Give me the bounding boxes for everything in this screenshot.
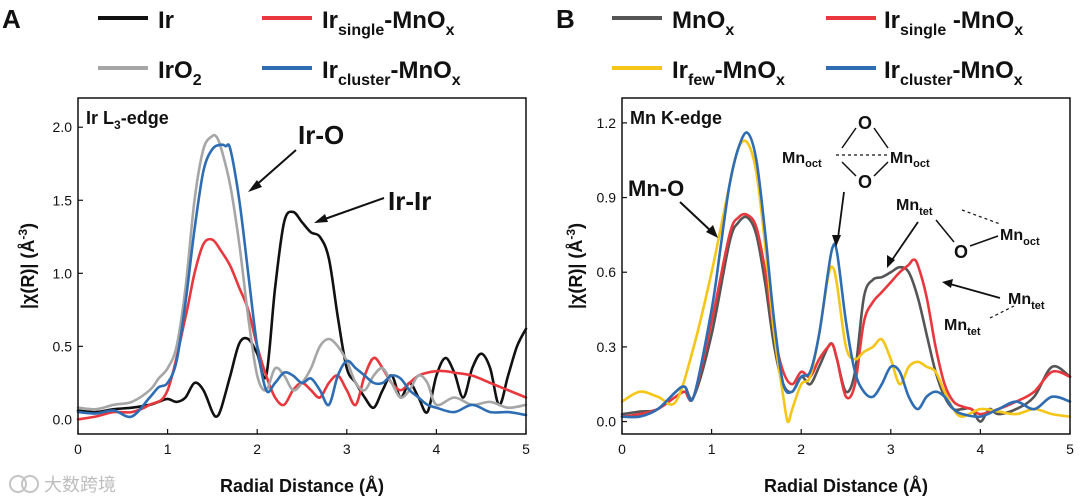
y-tick-label: 0.3: [597, 339, 617, 355]
plot-b-frame: [622, 98, 1070, 434]
x-tick-label: 2: [797, 441, 805, 457]
y-tick-label: 1.2: [597, 115, 617, 131]
x-tick-label: 1: [708, 441, 716, 457]
plot-b: 0 1 2 3 4 5 0.0 0.3 0.6 0.9 1.2: [597, 115, 1075, 457]
y-tick-label: 0.5: [53, 338, 73, 354]
motif2-mn-tet: Mntet: [896, 197, 933, 218]
y-tick-label: 1.0: [53, 265, 73, 281]
motif3-mn-tet-right: Mntet: [1008, 291, 1045, 312]
motif2-o: O: [954, 242, 968, 262]
y-tick-label: 0.9: [597, 190, 617, 206]
motif-tet-tet: Mntet Mntet: [942, 279, 1045, 338]
motif1-bond: [874, 128, 888, 148]
series-line-ir-cluster-mno-x: [78, 144, 526, 417]
legend-b-label-irsingle: Irsingle -MnOx: [884, 7, 1023, 39]
panel-a: A Ir Irsingle-MnOx IrO2 Ircluster-MnOx 0…: [2, 4, 530, 496]
motif1-bond: [874, 162, 888, 176]
legend-b-label-ircluster: Ircluster-MnOx: [884, 57, 1023, 89]
legend-b: MnOx Irsingle -MnOx Irfew-MnOx Ircluster…: [612, 7, 1023, 89]
watermark-text: 大数跨境: [44, 475, 116, 496]
legend-a-label-iro2: IrO2: [158, 57, 202, 89]
annotation-ir-o-arrow: [254, 150, 296, 187]
motif2-bond: [936, 220, 954, 242]
x-tick-label: 5: [522, 441, 530, 457]
plot-b-xlabel: Radial Distance (Å): [764, 476, 928, 496]
legend-b-label-irfew: Irfew-MnOx: [672, 57, 785, 89]
panel-a-label: A: [2, 4, 21, 34]
legend-a-label-ircluster: Ircluster-MnOx: [322, 57, 461, 89]
panel-b: B MnOx Irsingle -MnOx Irfew-MnOx Irclust…: [556, 4, 1074, 496]
y-tick-label: 0.0: [53, 411, 73, 427]
y-tick-label: 0.0: [597, 414, 617, 430]
plot-a-ylabel: |χ(R)| (Å-3): [16, 223, 38, 309]
panel-b-label: B: [556, 4, 575, 34]
plot-a-edge-label: Ir L3-edge: [86, 108, 169, 132]
plot-b-ylabel: |χ(R)| (Å-3): [564, 223, 586, 309]
motif2-arrow: [892, 222, 918, 260]
plot-a-xlabel: Radial Distance (Å): [220, 476, 384, 496]
x-tick-label: 2: [253, 441, 261, 457]
x-tick-label: 0: [74, 441, 82, 457]
x-tick-label: 1: [164, 441, 172, 457]
legend-b-label-mnox: MnOx: [672, 7, 734, 39]
annotation-ir-ir: Ir-Ir: [388, 186, 431, 216]
legend-a: Ir Irsingle-MnOx IrO2 Ircluster-MnOx: [98, 7, 461, 89]
x-tick-label: 3: [343, 441, 351, 457]
motif1-bond: [842, 128, 856, 148]
y-tick-label: 0.6: [597, 264, 617, 280]
motif3-arrowhead: [942, 279, 953, 288]
motif1-arrow: [838, 192, 844, 238]
x-tick-label: 5: [1066, 441, 1074, 457]
motif2-mn-oct: Mnoct: [1000, 227, 1040, 248]
y-tick-label: 2.0: [53, 119, 73, 135]
watermark: 大数跨境: [10, 475, 116, 496]
series-line-ir-cluster-mno-x: [622, 132, 1070, 417]
motif3-arrow: [950, 284, 1000, 298]
annotation-mn-o-arrow: [680, 202, 712, 232]
annotation-ir-ir-arrow: [322, 198, 384, 220]
motif3-mn-tet-left: Mntet: [944, 317, 981, 338]
motif2-bond: [970, 236, 998, 246]
annotation-ir-ir-arrowhead: [314, 214, 328, 223]
x-tick-label: 4: [977, 441, 985, 457]
x-tick-label: 0: [618, 441, 626, 457]
plot-b-edge-label: Mn K-edge: [630, 108, 722, 128]
motif2-dashed-bond: [962, 210, 1000, 224]
motif1-o-bottom: O: [858, 172, 872, 192]
figure: A Ir Irsingle-MnOx IrO2 Ircluster-MnOx 0…: [0, 0, 1080, 503]
motif1-bond: [842, 162, 856, 176]
y-tick-label: 1.5: [53, 192, 73, 208]
series-line-iro2: [78, 135, 526, 409]
series-line-ir: [78, 212, 526, 417]
motif1-mn-left: Mnoct: [782, 150, 822, 170]
watermark-logo-icon: [22, 476, 38, 492]
motif1-o-top: O: [858, 113, 872, 133]
series-line-ir-few-mno-x: [622, 141, 1070, 422]
x-tick-label: 4: [433, 441, 441, 457]
x-tick-label: 3: [887, 441, 895, 457]
legend-a-label-irsingle: Irsingle-MnOx: [322, 7, 455, 39]
legend-a-label-ir: Ir: [158, 7, 174, 34]
annotation-mn-o: Mn-O: [628, 176, 684, 201]
motif1-mn-right: Mnoct: [890, 150, 930, 170]
motif-oct-oct: O O Mnoct Mnoct: [782, 113, 930, 247]
annotation-ir-o: Ir-O: [298, 120, 344, 150]
plot-a: 0 1 2 3 4 5 0.0 0.5 1.0 1.5 2.0: [53, 119, 531, 457]
motif-tet-oct: Mntet O Mnoct: [887, 197, 1040, 268]
